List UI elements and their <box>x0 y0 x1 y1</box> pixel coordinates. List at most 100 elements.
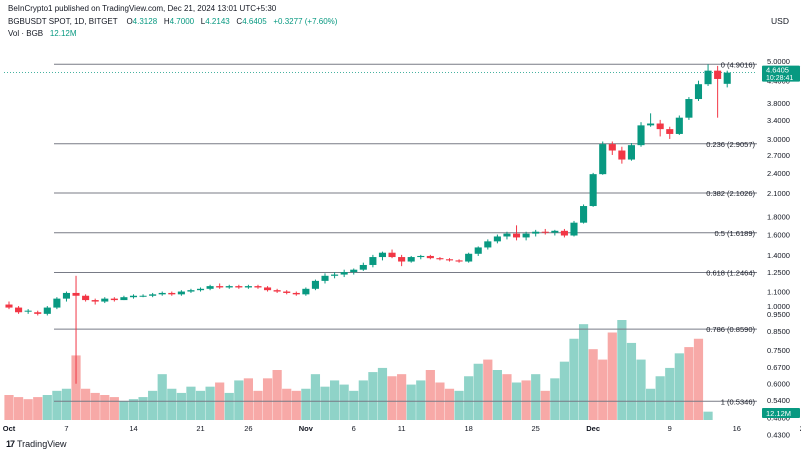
volume-bar <box>626 342 637 420</box>
fib-label: 0.382 (2.1026) <box>706 189 755 198</box>
candle-body <box>120 297 128 301</box>
volume-bar <box>205 386 215 420</box>
candle-body <box>149 294 157 296</box>
candle-body <box>580 206 588 223</box>
volume-bar <box>71 355 81 420</box>
x-tick-label: Dec <box>586 424 600 433</box>
candle-body <box>129 295 138 298</box>
y-tick-label: 2.4000 <box>767 169 790 178</box>
candle-body <box>465 253 473 262</box>
volume-bar <box>617 320 627 420</box>
candle-body <box>24 310 32 312</box>
candle-body <box>101 298 109 302</box>
y-tick-label: 0.4300 <box>767 430 790 439</box>
x-axis: Oct 7 14 21 26 Nov 6 11 18 25 Dec 9 16 23 <box>3 424 801 433</box>
volume-bar <box>42 395 52 420</box>
volume-bar <box>23 399 33 420</box>
x-tick-label: 7 <box>64 424 68 433</box>
candle-body <box>560 230 568 236</box>
y-tick-label: 2.7000 <box>767 151 790 160</box>
candle-body <box>350 269 358 273</box>
candle-body <box>302 288 310 295</box>
volume-bar <box>368 372 378 420</box>
volume-bar <box>540 390 550 420</box>
volume-bar <box>4 395 14 420</box>
candle-body <box>91 300 99 302</box>
candle-body <box>62 292 71 299</box>
candle-body <box>187 290 195 292</box>
y-tick-label: 1.6000 <box>767 231 790 240</box>
candle-body <box>168 292 176 295</box>
fib-label: 0.236 (2.9057) <box>706 140 755 149</box>
volume-bar <box>167 388 177 420</box>
currency-label[interactable]: USD <box>771 16 789 26</box>
volume-bar <box>119 401 129 420</box>
change-value: +0.3277 (+7.60%) <box>273 17 338 26</box>
y-tick-label: 1.4000 <box>767 251 790 260</box>
candle-body <box>589 174 597 207</box>
y-tick-label: 0.8500 <box>767 327 790 336</box>
candle-body <box>637 125 645 146</box>
candle-body <box>53 298 61 308</box>
candle-body <box>82 295 90 301</box>
candle-body <box>714 70 722 79</box>
candle-body <box>627 145 635 160</box>
candle-body <box>139 295 147 297</box>
symbol-label[interactable]: BGBUSDT SPOT, 1D, BITGET <box>8 17 118 26</box>
volume-bar <box>674 353 684 420</box>
candle-body <box>5 304 13 308</box>
candle-body <box>522 233 530 238</box>
candle-body <box>359 264 367 270</box>
volume-value: 12.12M <box>49 29 77 38</box>
volume-bar <box>13 397 24 420</box>
volume-bar <box>406 384 416 420</box>
candle-body <box>484 241 492 248</box>
close-value: 4.6405 <box>242 17 267 26</box>
volume-bar <box>502 374 512 420</box>
volume-bar <box>90 392 100 420</box>
volume-label[interactable]: Vol · BGB <box>8 29 44 38</box>
y-tick-label: 0.6700 <box>767 363 790 372</box>
y-tick-label: 1.1000 <box>767 288 790 297</box>
candle-body <box>608 144 616 151</box>
y-tick-label: 0.4800 <box>767 414 790 423</box>
candle-body <box>206 286 214 289</box>
volume-bar <box>291 390 301 420</box>
volume-bar <box>100 395 110 420</box>
volume-bar <box>310 374 321 420</box>
candle-body <box>311 280 319 289</box>
tradingview-logo[interactable]: 17 TradingView <box>6 439 67 449</box>
candle-body <box>493 236 501 242</box>
x-tick-label: 9 <box>668 424 672 433</box>
price-tag <box>762 65 800 82</box>
ohlc-legend: BGBUSDT SPOT, 1D, BITGET O4.3128 H4.7000… <box>8 17 337 26</box>
candle-body <box>388 252 396 258</box>
candle-body <box>455 260 463 262</box>
candle-body <box>369 257 377 265</box>
x-tick-label: Oct <box>3 424 16 433</box>
candle-body <box>264 287 272 291</box>
volume-bar <box>703 411 713 420</box>
candle-body <box>34 312 42 314</box>
candle-body <box>685 99 693 118</box>
candle-body <box>177 291 185 295</box>
candle-body <box>321 275 329 281</box>
fib-label: 0.618 (1.2464) <box>706 269 755 278</box>
volume-tag <box>762 408 800 418</box>
candle-body <box>675 117 683 134</box>
volume-bar <box>61 388 72 420</box>
candle-body <box>704 70 712 85</box>
y-tick-label: 5.0000 <box>767 57 790 66</box>
volume-bar <box>483 359 493 420</box>
candle-body <box>283 291 291 293</box>
open-letter: O <box>126 17 133 26</box>
fib-label: 0 (4.9016) <box>721 60 756 69</box>
open-value: 4.3128 <box>132 17 158 26</box>
y-tick-label: 3.4000 <box>767 116 790 125</box>
volume-bar <box>148 390 158 420</box>
volume-bar <box>186 386 196 420</box>
volume-bar <box>521 380 531 420</box>
volume-bar <box>569 338 579 420</box>
